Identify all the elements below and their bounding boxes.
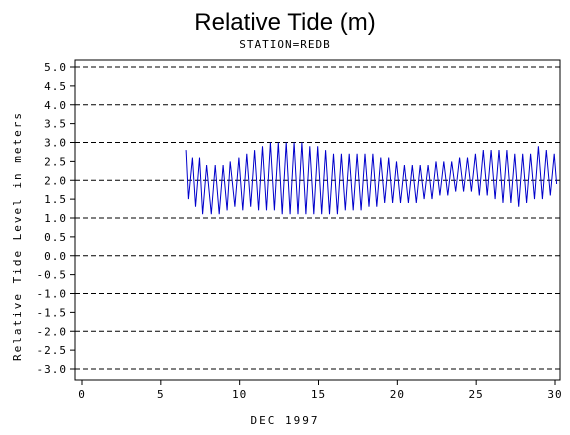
y-tick-label: 0.0	[44, 250, 67, 263]
tide-series-line	[185, 142, 558, 215]
x-tick-label: 10	[232, 388, 247, 401]
y-tick-label: 4.0	[44, 99, 67, 112]
plot-frame	[74, 59, 561, 381]
chart-subtitle: STATION=REDB	[239, 38, 330, 51]
series-layer	[185, 142, 558, 215]
y-tick-label: -3.0	[37, 363, 68, 376]
y-tick-label: 1.5	[44, 193, 67, 206]
y-tick-label: -2.5	[37, 344, 68, 357]
y-tick-label: 1.0	[44, 212, 67, 225]
x-tick-label: 25	[469, 388, 484, 401]
y-axis-label: Relative Tide Level in meters	[11, 111, 24, 361]
grid-lines	[75, 66, 560, 370]
x-tick-label: 5	[157, 388, 165, 401]
x-tick-label: 20	[390, 388, 405, 401]
y-tick-label: 4.5	[44, 80, 67, 93]
y-tick-label: 2.0	[44, 174, 67, 187]
x-tick-label: 30	[547, 388, 562, 401]
y-tick-label: 3.5	[44, 118, 67, 131]
y-tick-label: 5.0	[44, 61, 67, 74]
y-tick-label: 3.0	[44, 137, 67, 150]
y-tick-label: 2.5	[44, 155, 67, 168]
y-tick-label: -1.0	[37, 288, 68, 301]
x-axis: 0 5 10 15 20 25 30	[78, 380, 562, 401]
y-tick-label: -0.5	[37, 269, 68, 282]
x-axis-label: DEC 1997	[251, 414, 320, 427]
y-tick-label: -2.0	[37, 325, 68, 338]
x-tick-label: 15	[311, 388, 326, 401]
y-tick-label: 0.5	[44, 231, 67, 244]
y-axis: 5.0 4.5 4.0 3.5 3.0 2.5 2.0 1.5 1.0 0.5 0.0 -0.5 -1.…	[37, 61, 75, 376]
x-tick-label: 0	[78, 388, 86, 401]
y-tick-label: -1.5	[37, 306, 68, 319]
chart-title: Relative Tide (m)	[194, 9, 375, 36]
